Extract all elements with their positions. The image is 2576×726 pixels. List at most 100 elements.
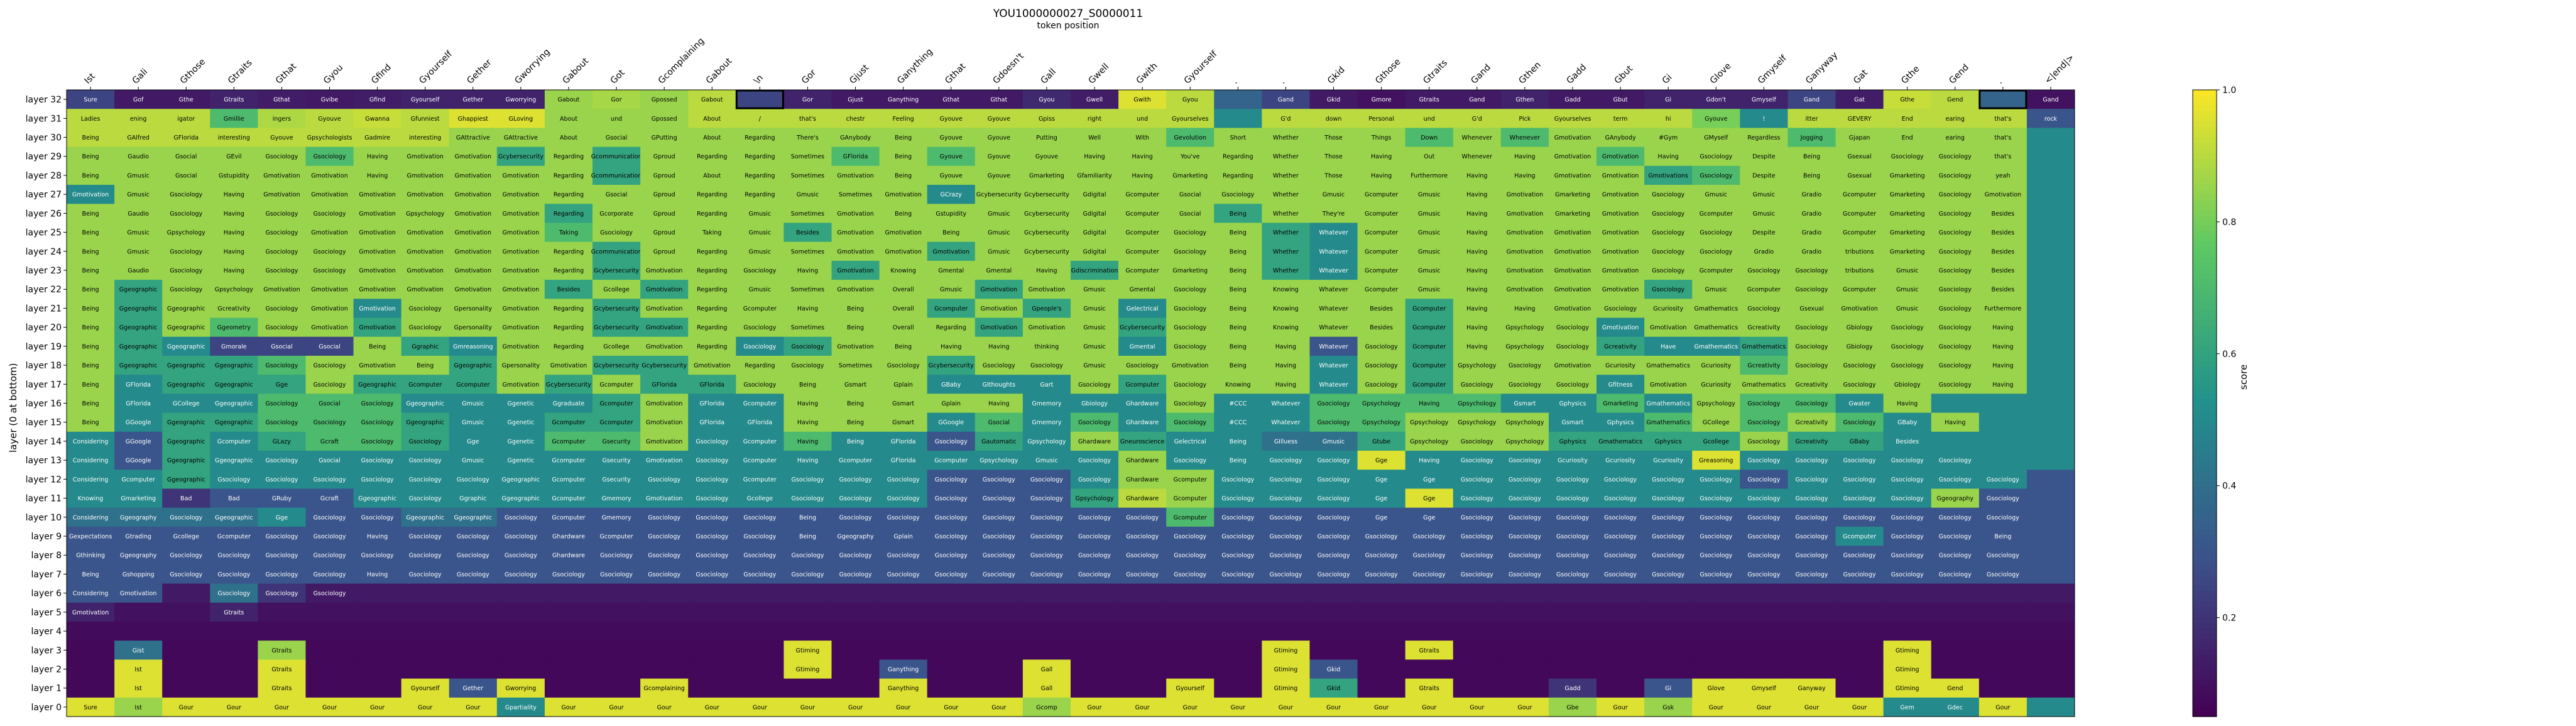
- heatmap-cell: [974, 488, 1023, 509]
- heatmap-cell: [1596, 602, 1645, 622]
- heatmap-cell: [1548, 621, 1597, 641]
- heatmap-cell: [2026, 451, 2075, 470]
- cell-label: Gkid: [1327, 97, 1341, 104]
- heatmap-cell: [114, 355, 163, 375]
- cell-label: Gmusic: [1753, 211, 1775, 217]
- cell-label: Gour: [753, 704, 767, 711]
- heatmap-cell: [879, 241, 928, 261]
- cell-label: Besides: [1896, 438, 1919, 445]
- y-tick-label: layer 23: [26, 266, 62, 276]
- heatmap-cell: [1166, 546, 1214, 565]
- cell-label: GEVERY: [1848, 116, 1872, 123]
- heatmap-cell: [114, 241, 163, 261]
- cell-label: Gcomputer: [600, 382, 633, 388]
- heatmap-cell: [1596, 583, 1645, 603]
- colorbar-segment: [2193, 466, 2217, 472]
- colorbar-segment: [2193, 487, 2217, 493]
- heatmap-cell: [1931, 90, 1980, 109]
- cell-label: Gcomputer: [217, 438, 251, 445]
- heatmap-cell: [1022, 470, 1071, 489]
- heatmap-cell: [783, 507, 832, 527]
- heatmap-cell: [353, 280, 402, 299]
- heatmap-cell: [353, 412, 402, 432]
- cell-label: Ggeographic: [406, 514, 444, 521]
- heatmap-cell: [640, 488, 689, 509]
- heatmap-cell: [1740, 260, 1788, 280]
- cell-label: Gpsychology: [1697, 400, 1736, 407]
- heatmap-cell: [1214, 146, 1262, 167]
- heatmap-cell: [1978, 431, 2028, 451]
- cell-label: Overall: [893, 324, 914, 331]
- cell-label: Gsociology: [1556, 533, 1589, 540]
- heatmap-cell: [1118, 659, 1167, 679]
- cell-label: earing: [1946, 116, 1965, 123]
- heatmap-cell: [496, 641, 545, 660]
- heatmap-cell: [1596, 260, 1645, 280]
- cell-label: Gour: [1709, 704, 1723, 711]
- heatmap-cell: [1740, 336, 1788, 356]
- heatmap-cell: [688, 185, 736, 204]
- heatmap-cell: [449, 451, 498, 470]
- cell-label: Gsociology: [1700, 153, 1732, 160]
- heatmap-cell: [879, 546, 928, 565]
- cell-label: Gsociology: [1318, 553, 1350, 559]
- heatmap-cell: [831, 299, 880, 319]
- cell-label: Gmotivation: [455, 248, 491, 255]
- heatmap-cell: [1118, 564, 1167, 585]
- colorbar-segment: [2193, 246, 2217, 253]
- heatmap-cell: [1883, 564, 1932, 585]
- heatmap-cell: [1118, 697, 1167, 717]
- heatmap-cell: [1309, 128, 1358, 148]
- heatmap-cell: [783, 223, 832, 243]
- heatmap-cell: [1405, 280, 1454, 299]
- cell-label: Gmusic: [1418, 211, 1440, 217]
- cell-label: Gsociology: [1221, 192, 1254, 199]
- heatmap-cell: [258, 393, 306, 414]
- cell-label: Gour: [1374, 704, 1389, 711]
- heatmap-cell: [736, 185, 784, 204]
- heatmap-cell: [2026, 431, 2075, 451]
- cell-label: Gsexual: [1848, 172, 1872, 179]
- cell-label: GRuby: [272, 495, 292, 502]
- heatmap-cell: [974, 564, 1023, 585]
- colorbar-segment: [2193, 314, 2217, 321]
- heatmap-cell: [1644, 507, 1693, 527]
- cell-label: Having: [224, 229, 244, 236]
- heatmap-cell: [1166, 431, 1214, 451]
- cell-label: Gmotivation: [407, 172, 443, 179]
- cell-label: Gsociology: [1700, 533, 1732, 540]
- cell-label: Taking: [702, 229, 721, 236]
- cell-label: Ist: [134, 704, 142, 711]
- cell-label: Gmusic: [749, 248, 771, 255]
- cell-label: Gsociology: [1747, 458, 1780, 465]
- heatmap-cell: [1071, 260, 1119, 280]
- cell-label: und: [1137, 116, 1148, 123]
- cell-label: rock: [2044, 116, 2058, 123]
- heatmap-cell: [831, 488, 880, 509]
- cell-label: Gour: [1183, 704, 1198, 711]
- heatmap-cell: [162, 165, 210, 185]
- heatmap-cell: [640, 451, 689, 470]
- heatmap-cell: [401, 317, 450, 338]
- heatmap-cell: [210, 564, 258, 585]
- cell-label: Regarding: [1223, 172, 1253, 179]
- heatmap-cell: [592, 621, 641, 641]
- heatmap-cell: [1500, 583, 1549, 603]
- cell-label: Gend: [1947, 685, 1963, 692]
- colorbar-segment: [2193, 648, 2217, 654]
- cell-label: Gcomputer: [1365, 192, 1398, 199]
- colorbar-segment: [2193, 627, 2217, 634]
- heatmap-cell: [879, 185, 928, 204]
- cell-label: Gmotivations: [1648, 172, 1688, 179]
- cell-label: Gkid: [1327, 666, 1341, 673]
- x-tick-label: Gthat: [943, 61, 968, 85]
- cell-label: GGoogle: [938, 419, 964, 426]
- cell-label: Gsociology: [1509, 458, 1541, 465]
- heatmap-cell: [1692, 223, 1740, 243]
- heatmap-cell: [1692, 280, 1740, 299]
- heatmap-cell: [1405, 470, 1454, 489]
- heatmap-cell: [640, 583, 689, 603]
- cell-label: Whether: [1273, 211, 1299, 217]
- heatmap-cell: [544, 128, 593, 148]
- colorbar-segment: [2193, 152, 2217, 158]
